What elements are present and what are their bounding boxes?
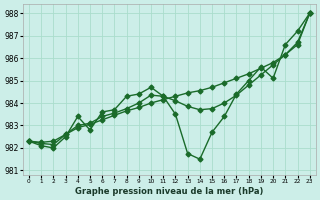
X-axis label: Graphe pression niveau de la mer (hPa): Graphe pression niveau de la mer (hPa) bbox=[75, 187, 264, 196]
